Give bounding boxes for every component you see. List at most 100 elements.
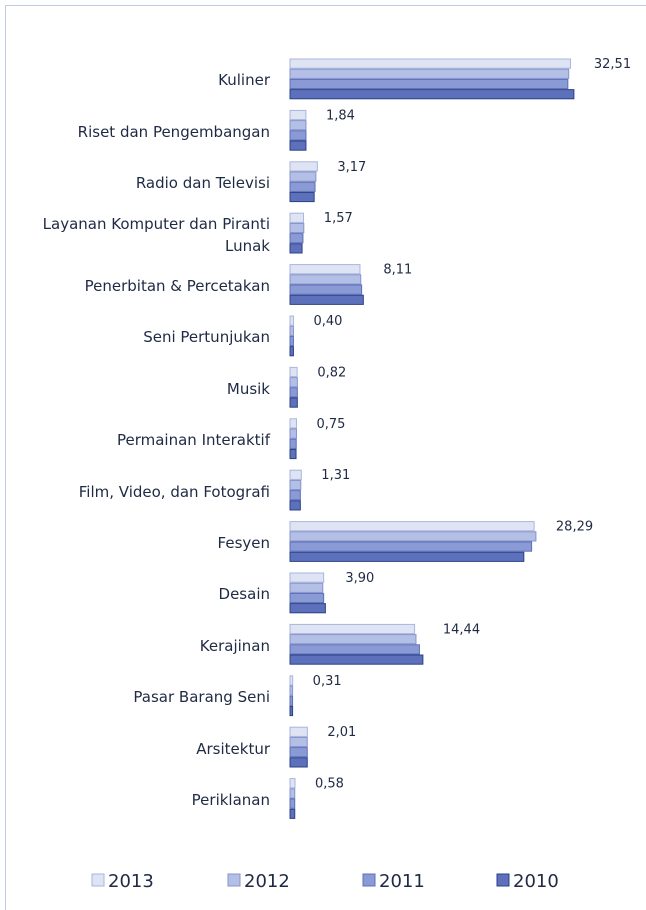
- category-label: Seni Pertunjukan: [143, 328, 270, 347]
- bar: [289, 171, 317, 182]
- bar: [289, 582, 324, 593]
- bar: [289, 243, 303, 254]
- bar: [289, 623, 416, 635]
- bar: [289, 264, 361, 275]
- category-label: Penerbitan & Percetakan: [84, 277, 270, 295]
- bar: [289, 89, 575, 100]
- legend-swatch: [227, 873, 241, 887]
- data-label: 32,51: [594, 57, 631, 72]
- bar: [289, 695, 294, 706]
- bar: [289, 222, 305, 234]
- bar: [289, 572, 325, 583]
- category-label: Kuliner: [218, 71, 270, 90]
- legend-swatch: [362, 873, 376, 887]
- bar: [289, 366, 298, 378]
- bar: [289, 726, 308, 737]
- bar: [289, 377, 298, 388]
- legend-swatch: [496, 873, 510, 887]
- bar: [289, 654, 424, 665]
- bar: [289, 531, 537, 542]
- bar: [289, 397, 298, 408]
- bar: [289, 284, 363, 295]
- bar: [289, 798, 296, 809]
- bar: [289, 747, 308, 758]
- data-label: 1,84: [326, 108, 355, 123]
- bar: [289, 335, 294, 347]
- bar: [289, 120, 307, 131]
- bar: [289, 346, 294, 357]
- bar: [289, 685, 294, 696]
- bar: [289, 490, 301, 501]
- bar: [289, 603, 326, 614]
- category-label: Layanan Komputer dan Piranti Lunak: [42, 214, 270, 255]
- bar: [289, 212, 305, 223]
- bar: [289, 521, 535, 532]
- data-label: 2,01: [327, 725, 356, 740]
- bar: [289, 191, 315, 203]
- bar: [289, 161, 318, 172]
- data-label: 0,82: [317, 365, 346, 380]
- data-label: 14,44: [443, 622, 480, 637]
- legend-label: 2011: [379, 871, 425, 892]
- bar: [289, 757, 308, 768]
- bar: [289, 181, 316, 192]
- bar: [289, 294, 364, 305]
- bar: [289, 592, 325, 604]
- bar: [289, 551, 525, 562]
- data-label: 3,17: [337, 160, 366, 175]
- bar: [289, 68, 570, 79]
- data-label: 0,75: [316, 417, 345, 432]
- bar: [289, 140, 307, 151]
- bar: [289, 325, 294, 336]
- bar: [289, 418, 297, 429]
- bar: [289, 705, 294, 717]
- bar: [289, 233, 304, 244]
- data-label: 0,58: [315, 777, 344, 792]
- data-label: 0,31: [313, 674, 342, 689]
- category-label: Desain: [218, 585, 270, 604]
- category-label: Fesyen: [217, 534, 270, 552]
- data-label: 1,57: [324, 211, 353, 226]
- category-label: Riset dan Pengembangan: [77, 122, 270, 141]
- category-label: Radio dan Televisi: [135, 174, 270, 193]
- bar: [289, 479, 302, 491]
- category-label: Kerajinan: [199, 636, 270, 655]
- legend-label: 2013: [108, 871, 154, 892]
- legend-label: 2012: [244, 871, 290, 892]
- bar: [289, 428, 297, 439]
- bar: [289, 274, 362, 285]
- data-label: 1,31: [321, 468, 350, 483]
- bar: [289, 644, 420, 655]
- category-label: Pasar Barang Seni: [133, 688, 270, 707]
- bar: [289, 58, 572, 69]
- bar: [289, 387, 298, 398]
- legend-swatch: [91, 873, 105, 887]
- data-label: 3,90: [345, 571, 374, 586]
- bar: [289, 778, 296, 789]
- bar: [289, 78, 569, 90]
- bar: [289, 448, 297, 460]
- bar: [289, 469, 302, 480]
- category-label: Periklanan: [191, 791, 270, 809]
- bar: [289, 541, 533, 552]
- bar: [289, 634, 417, 645]
- category-label: Arsitektur: [196, 739, 270, 758]
- bar: [289, 130, 307, 141]
- category-label: Permainan Interaktif: [116, 431, 270, 450]
- bar: [289, 500, 301, 511]
- chart-border: [5, 5, 646, 910]
- bar: [289, 736, 308, 748]
- data-label: 8,11: [383, 263, 412, 278]
- category-label: Film, Video, dan Fotografi: [78, 482, 270, 501]
- bar: [289, 315, 294, 326]
- bar: [289, 808, 296, 819]
- data-label: 28,29: [556, 520, 593, 535]
- data-label: 0,40: [313, 314, 342, 329]
- bar: [289, 675, 294, 686]
- bar: [289, 109, 307, 121]
- bar: [289, 788, 296, 799]
- legend-label: 2010: [513, 871, 559, 892]
- bar: [289, 438, 297, 449]
